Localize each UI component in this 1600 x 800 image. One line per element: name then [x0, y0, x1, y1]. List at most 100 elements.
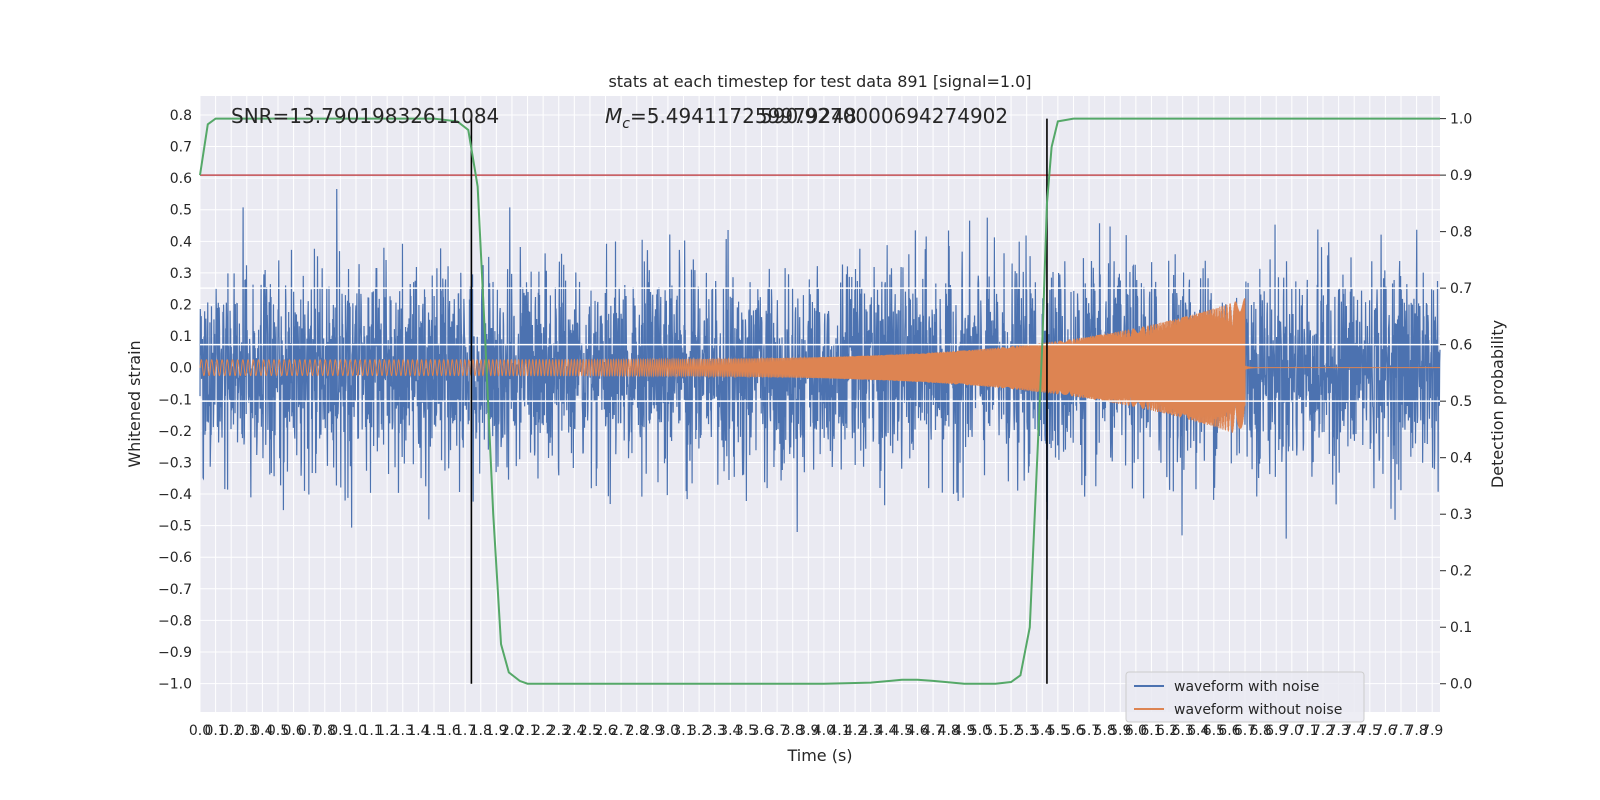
x-tick-label: 2.9 [641, 723, 663, 739]
legend-label-noise: waveform with noise [1174, 679, 1319, 695]
series-line-probability [199, 117, 1440, 685]
x-tick-label: 3.5 [735, 723, 757, 739]
overlap-annotation: 590.9270000694274902 [760, 104, 1008, 128]
y-tick-label: 0.6 [170, 171, 192, 187]
x-tick-label: 1.9 [485, 723, 507, 739]
y-tick-label: −0.7 [158, 582, 192, 598]
x-tick-label: 0.0 [189, 723, 211, 739]
legend-box [1125, 671, 1365, 723]
x-tick-label: 5.1 [984, 723, 1006, 739]
x-tick-label: 6.8 [1249, 723, 1271, 739]
x-tick-label: 3.3 [704, 723, 726, 739]
y-tick-label: 0.5 [170, 203, 192, 219]
chart-title: stats at each timestep for test data 891… [608, 72, 1031, 91]
x-tick-label: 4.2 [844, 723, 866, 739]
x-tick-label: 5.9 [1109, 723, 1131, 739]
x-tick-label: 5.7 [1078, 723, 1100, 739]
x-tick-label: 4.7 [922, 723, 944, 739]
x-tick-label: 1.8 [470, 723, 492, 739]
x-tick-label: 0.5 [267, 723, 289, 739]
snr-annotation: SNR=13.79019832611084 [231, 104, 499, 128]
x-tick-label: 1.6 [438, 723, 460, 739]
y-tick-label: −0.3 [158, 455, 192, 471]
x-tick-label: 7.5 [1359, 723, 1381, 739]
x-tick-label: 1.2 [376, 723, 398, 739]
x-tick-label: 0.7 [298, 723, 320, 739]
x-tick-label: 0.1 [204, 723, 226, 739]
x-tick-label: 2.7 [610, 723, 632, 739]
x-tick-label: 6.9 [1265, 723, 1287, 739]
x-tick-label: 0.3 [236, 723, 258, 739]
x-tick-label: 6.7 [1234, 723, 1256, 739]
x-tick-label: 1.5 [423, 723, 445, 739]
legend-label-clean: waveform without noise [1174, 702, 1342, 718]
y2-tick-label: 0.4 [1450, 451, 1472, 467]
x-tick-label: 4.6 [906, 723, 928, 739]
x-tick-label: 7.7 [1390, 723, 1412, 739]
x-tick-label: 6.0 [1125, 723, 1147, 739]
x-tick-label: 4.0 [813, 723, 835, 739]
y2-tick-label: 0.9 [1450, 168, 1472, 184]
y-tick-label: −0.2 [158, 424, 192, 440]
x-tick-label: 5.6 [1062, 723, 1084, 739]
x-tick-label: 0.8 [314, 723, 336, 739]
y-tick-labels: −1.0 −0.9 −0.8 −0.7 −0.6 −0.5 −0.4 −0.3 −0.2 −0.1… [158, 108, 192, 693]
x-tick-label: 2.3 [548, 723, 570, 739]
x-tick-label: 2.0 [501, 723, 523, 739]
x-tick-label: 6.5 [1203, 723, 1225, 739]
x-tick-label: 3.6 [750, 723, 772, 739]
x-tick-label: 7.1 [1296, 723, 1318, 739]
x-tick-label: 6.6 [1218, 723, 1240, 739]
x-tick-label: 3.2 [688, 723, 710, 739]
x-tick-label: 4.4 [875, 723, 897, 739]
x-tick-label: 0.2 [220, 723, 242, 739]
x-tick-label: 7.0 [1281, 723, 1303, 739]
legend: waveform with noise waveform without noi… [1125, 671, 1365, 723]
y2-tick-label: 0.0 [1450, 677, 1472, 693]
x-tick-label: 5.3 [1016, 723, 1038, 739]
x-tick-label: 3.1 [672, 723, 694, 739]
x-tick-label: 1.4 [407, 723, 429, 739]
y2-tick-label: 0.5 [1450, 394, 1472, 410]
x-tick-label: 7.4 [1343, 723, 1365, 739]
y-tick-label: −0.4 [158, 487, 192, 503]
x-tick-label: 2.8 [626, 723, 648, 739]
y2-tick-label: 0.8 [1450, 225, 1472, 241]
x-tick-label: 6.3 [1172, 723, 1194, 739]
y-tick-label: 0.0 [170, 361, 192, 377]
x-tick-label: 2.5 [579, 723, 601, 739]
x-tick-label: 7.3 [1327, 723, 1349, 739]
x-tick-label: 1.3 [392, 723, 414, 739]
x-tick-label: 5.8 [1094, 723, 1116, 739]
x-tick-label: 2.4 [563, 723, 585, 739]
y-tick-label: 0.8 [170, 108, 192, 124]
y-tick-label: −0.8 [158, 613, 192, 629]
x-tick-label: 0.9 [329, 723, 351, 739]
x-tick-label: 4.5 [891, 723, 913, 739]
y2-tick-label: 1.0 [1450, 112, 1472, 128]
x-tick-label: 5.4 [1031, 723, 1053, 739]
y-tick-label: −0.5 [158, 519, 192, 535]
y-tick-label: −0.6 [158, 550, 192, 566]
y2-axis-label: Detection probability [1488, 320, 1507, 488]
x-tick-label: 7.2 [1312, 723, 1334, 739]
y-tick-label: 0.4 [170, 234, 192, 250]
x-tick-label: 4.1 [828, 723, 850, 739]
x-tick-label: 0.4 [251, 723, 273, 739]
x-tick-label: 3.7 [766, 723, 788, 739]
chirp-mass-annotation: Mc=5.494117259979248 [605, 104, 857, 132]
x-tick-label: 4.9 [953, 723, 975, 739]
series-detection-probability [199, 117, 1440, 685]
y-axis-label: Whitened strain [125, 340, 144, 467]
x-tick-label: 1.1 [360, 723, 382, 739]
x-tick-label: 0.6 [282, 723, 304, 739]
x-tick-label: 4.3 [860, 723, 882, 739]
y-tick-label: 0.3 [170, 266, 192, 282]
y2-tick-label: 0.3 [1450, 507, 1472, 523]
y-tick-label: 0.2 [170, 297, 192, 313]
x-tick-label: 2.1 [516, 723, 538, 739]
x-tick-label: 2.2 [532, 723, 554, 739]
y2-tick-labels: 0.0 0.1 0.2 0.3 0.4 0.5 0.6 0.7 0.8 0.9 1.0 [1440, 112, 1472, 693]
x-tick-label: 5.2 [1000, 723, 1022, 739]
